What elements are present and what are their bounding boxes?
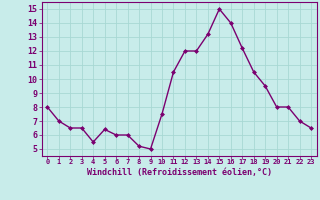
X-axis label: Windchill (Refroidissement éolien,°C): Windchill (Refroidissement éolien,°C) [87, 168, 272, 177]
